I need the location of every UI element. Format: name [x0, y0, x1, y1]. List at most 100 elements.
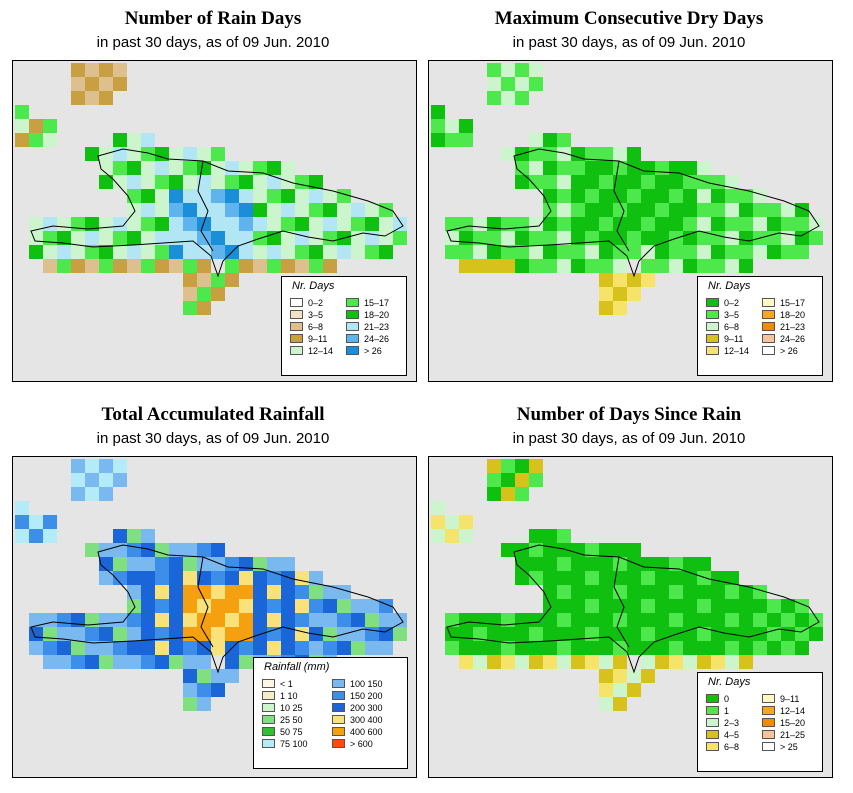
grid-cell: [71, 473, 85, 487]
grid-cell: [253, 613, 267, 627]
grid-cell: [627, 641, 641, 655]
grid-cell: [85, 641, 99, 655]
grid-cell: [795, 613, 809, 627]
grid-cell: [529, 627, 543, 641]
grid-cell: [169, 245, 183, 259]
grid-cell: [529, 231, 543, 245]
grid-cell: [571, 627, 585, 641]
grid-cell: [487, 91, 501, 105]
panel-subtitle: in past 30 days, as of 09 Jun. 2010: [512, 34, 746, 51]
legend-label: > 26: [364, 345, 382, 356]
grid-cell: [487, 655, 501, 669]
grid-cell: [585, 655, 599, 669]
legend-swatch: [762, 322, 775, 331]
grid-cell: [281, 641, 295, 655]
grid-cell: [599, 571, 613, 585]
grid-cell: [543, 627, 557, 641]
grid-cell: [127, 175, 141, 189]
grid-cell: [655, 557, 669, 571]
grid-cell: [57, 641, 71, 655]
grid-cell: [697, 641, 711, 655]
grid-cell: [127, 259, 141, 273]
grid-cell: [627, 599, 641, 613]
grid-cell: [599, 669, 613, 683]
grid-cell: [323, 203, 337, 217]
grid-cell: [571, 585, 585, 599]
grid-cell: [585, 641, 599, 655]
grid-cell: [543, 217, 557, 231]
grid-cell: [809, 613, 823, 627]
grid-cell: [267, 203, 281, 217]
grid-cell: [239, 175, 253, 189]
grid-cell: [725, 203, 739, 217]
legend-swatch: [706, 346, 719, 355]
grid-cell: [113, 161, 127, 175]
grid-cell: [141, 189, 155, 203]
grid-cell: [487, 231, 501, 245]
grid-cell: [767, 613, 781, 627]
grid-cell: [183, 273, 197, 287]
grid-cell: [113, 641, 127, 655]
legend-item: 0–2: [290, 297, 323, 308]
grid-cell: [613, 287, 627, 301]
legend-swatch: [290, 298, 303, 307]
grid-cell: [571, 245, 585, 259]
grid-cell: [487, 487, 501, 501]
grid-cell: [627, 147, 641, 161]
grid-cell: [211, 175, 225, 189]
grid-cell: [85, 627, 99, 641]
grid-cell: [711, 571, 725, 585]
grid-cell: [557, 133, 571, 147]
grid-cell: [169, 189, 183, 203]
legend-label: 100 150: [350, 678, 383, 689]
grid-cell: [627, 231, 641, 245]
grid-cell: [753, 203, 767, 217]
panel-max-dry-days: Maximum Consecutive Dry Days in past 30 …: [416, 0, 842, 396]
grid-cell: [141, 161, 155, 175]
grid-cell: [501, 245, 515, 259]
grid-cell: [239, 613, 253, 627]
grid-cell: [113, 473, 127, 487]
grid-cell: [15, 501, 29, 515]
grid-cell: [781, 599, 795, 613]
grid-cell: [127, 641, 141, 655]
grid-cell: [71, 641, 85, 655]
grid-cell: [599, 217, 613, 231]
grid-cell: [309, 613, 323, 627]
legend-label: 400 600: [350, 726, 383, 737]
grid-cell: [127, 613, 141, 627]
grid-cell: [655, 613, 669, 627]
grid-cell: [515, 175, 529, 189]
grid-cell: [43, 217, 57, 231]
legend-label: 12–14: [308, 345, 334, 356]
grid-cell: [529, 613, 543, 627]
grid-cell: [473, 641, 487, 655]
grid-cell: [711, 585, 725, 599]
legend-item: 6–8: [706, 321, 739, 332]
grid-cell: [295, 231, 309, 245]
grid-cell: [739, 245, 753, 259]
grid-cell: [127, 627, 141, 641]
grid-cell: [71, 459, 85, 473]
grid-cell: [683, 231, 697, 245]
grid-cell: [627, 557, 641, 571]
grid-cell: [515, 571, 529, 585]
grid-cell: [529, 63, 543, 77]
grid-cell: [309, 245, 323, 259]
grid-cell: [197, 259, 211, 273]
grid-cell: [183, 543, 197, 557]
grid-cell: [543, 613, 557, 627]
grid-cell: [169, 655, 183, 669]
grid-cell: [487, 627, 501, 641]
grid-cell: [99, 557, 113, 571]
grid-cell: [197, 301, 211, 315]
grid-cell: [571, 641, 585, 655]
legend-item: 24–26: [762, 333, 805, 344]
grid-cell: [431, 105, 445, 119]
grid-cell: [711, 217, 725, 231]
grid-cell: [515, 91, 529, 105]
grid-cell: [543, 641, 557, 655]
grid-cell: [767, 245, 781, 259]
legend-item: 300 400: [332, 714, 383, 725]
